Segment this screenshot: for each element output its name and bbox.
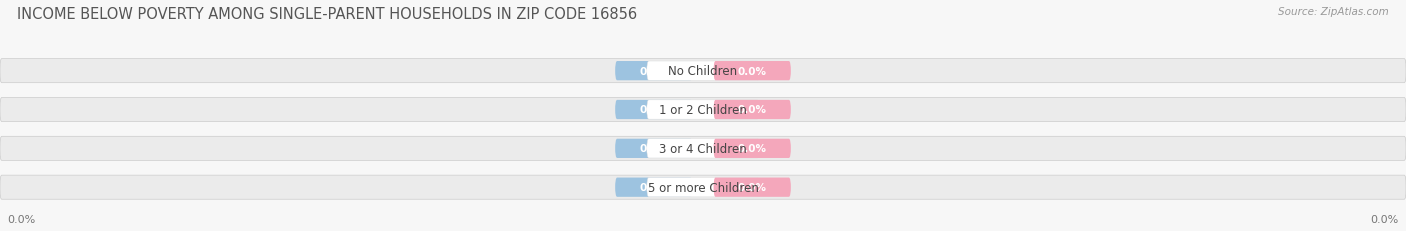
Text: 5 or more Children: 5 or more Children <box>648 181 758 194</box>
FancyBboxPatch shape <box>616 178 693 197</box>
Text: 0.0%: 0.0% <box>738 144 766 154</box>
Text: 0.0%: 0.0% <box>640 66 668 76</box>
FancyBboxPatch shape <box>647 139 759 158</box>
FancyBboxPatch shape <box>616 62 693 81</box>
FancyBboxPatch shape <box>647 178 759 197</box>
FancyBboxPatch shape <box>0 59 1406 83</box>
Text: 0.0%: 0.0% <box>640 144 668 154</box>
Text: 3 or 4 Children: 3 or 4 Children <box>659 142 747 155</box>
FancyBboxPatch shape <box>616 139 693 158</box>
FancyBboxPatch shape <box>0 175 1406 199</box>
Text: 0.0%: 0.0% <box>738 182 766 192</box>
Text: Source: ZipAtlas.com: Source: ZipAtlas.com <box>1278 7 1389 17</box>
FancyBboxPatch shape <box>647 100 759 120</box>
FancyBboxPatch shape <box>713 100 790 120</box>
FancyBboxPatch shape <box>713 62 790 81</box>
Text: 0.0%: 0.0% <box>640 182 668 192</box>
FancyBboxPatch shape <box>647 62 759 81</box>
FancyBboxPatch shape <box>616 100 693 120</box>
Text: 0.0%: 0.0% <box>738 105 766 115</box>
FancyBboxPatch shape <box>713 139 790 158</box>
Text: INCOME BELOW POVERTY AMONG SINGLE-PARENT HOUSEHOLDS IN ZIP CODE 16856: INCOME BELOW POVERTY AMONG SINGLE-PARENT… <box>17 7 637 22</box>
Text: No Children: No Children <box>668 65 738 78</box>
Text: 0.0%: 0.0% <box>640 105 668 115</box>
FancyBboxPatch shape <box>713 178 790 197</box>
FancyBboxPatch shape <box>0 98 1406 122</box>
Text: 0.0%: 0.0% <box>738 66 766 76</box>
Text: 0.0%: 0.0% <box>7 214 35 224</box>
Text: 1 or 2 Children: 1 or 2 Children <box>659 103 747 116</box>
Text: 0.0%: 0.0% <box>1371 214 1399 224</box>
FancyBboxPatch shape <box>0 137 1406 161</box>
